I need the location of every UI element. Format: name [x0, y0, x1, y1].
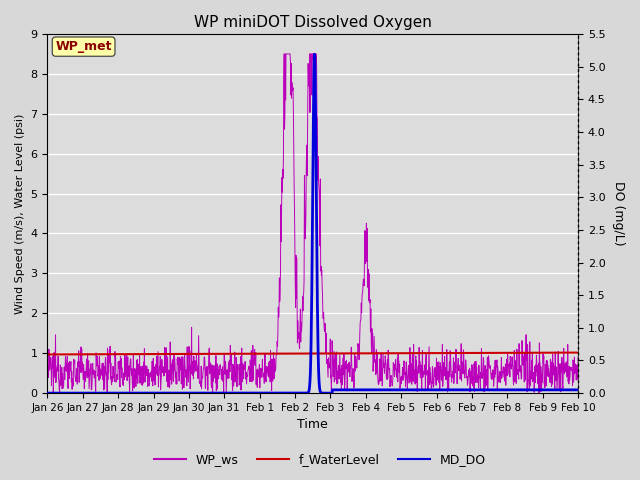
WP_ws: [280, 51, 288, 57]
WP_ws: [148, 381, 156, 387]
Y-axis label: DO (mg/L): DO (mg/L): [612, 181, 625, 246]
MD_DO: [574, 387, 582, 393]
Line: WP_ws: WP_ws: [47, 54, 578, 393]
MD_DO: [465, 387, 472, 393]
WP_ws: [221, 371, 229, 377]
MD_DO: [148, 390, 156, 396]
f_WaterLevel: [511, 350, 519, 356]
MD_DO: [310, 51, 318, 57]
f_WaterLevel: [395, 350, 403, 356]
Title: WP miniDOT Dissolved Oxygen: WP miniDOT Dissolved Oxygen: [194, 15, 432, 30]
WP_ws: [209, 390, 216, 396]
WP_ws: [465, 369, 473, 375]
MD_DO: [161, 390, 169, 396]
X-axis label: Time: Time: [298, 419, 328, 432]
MD_DO: [44, 390, 51, 396]
f_WaterLevel: [161, 351, 169, 357]
WP_ws: [574, 354, 582, 360]
f_WaterLevel: [148, 351, 156, 357]
Line: MD_DO: MD_DO: [47, 54, 578, 393]
Legend: WP_ws, f_WaterLevel, MD_DO: WP_ws, f_WaterLevel, MD_DO: [149, 448, 491, 471]
f_WaterLevel: [221, 351, 228, 357]
MD_DO: [396, 387, 403, 393]
f_WaterLevel: [465, 350, 472, 356]
Text: WP_met: WP_met: [56, 40, 112, 53]
MD_DO: [511, 387, 519, 393]
f_WaterLevel: [44, 351, 51, 357]
Y-axis label: Wind Speed (m/s), Water Level (psi): Wind Speed (m/s), Water Level (psi): [15, 113, 25, 314]
WP_ws: [512, 358, 520, 363]
f_WaterLevel: [574, 350, 582, 356]
MD_DO: [221, 390, 228, 396]
WP_ws: [396, 361, 403, 367]
WP_ws: [44, 371, 51, 376]
Line: f_WaterLevel: f_WaterLevel: [47, 353, 578, 354]
WP_ws: [161, 370, 169, 375]
